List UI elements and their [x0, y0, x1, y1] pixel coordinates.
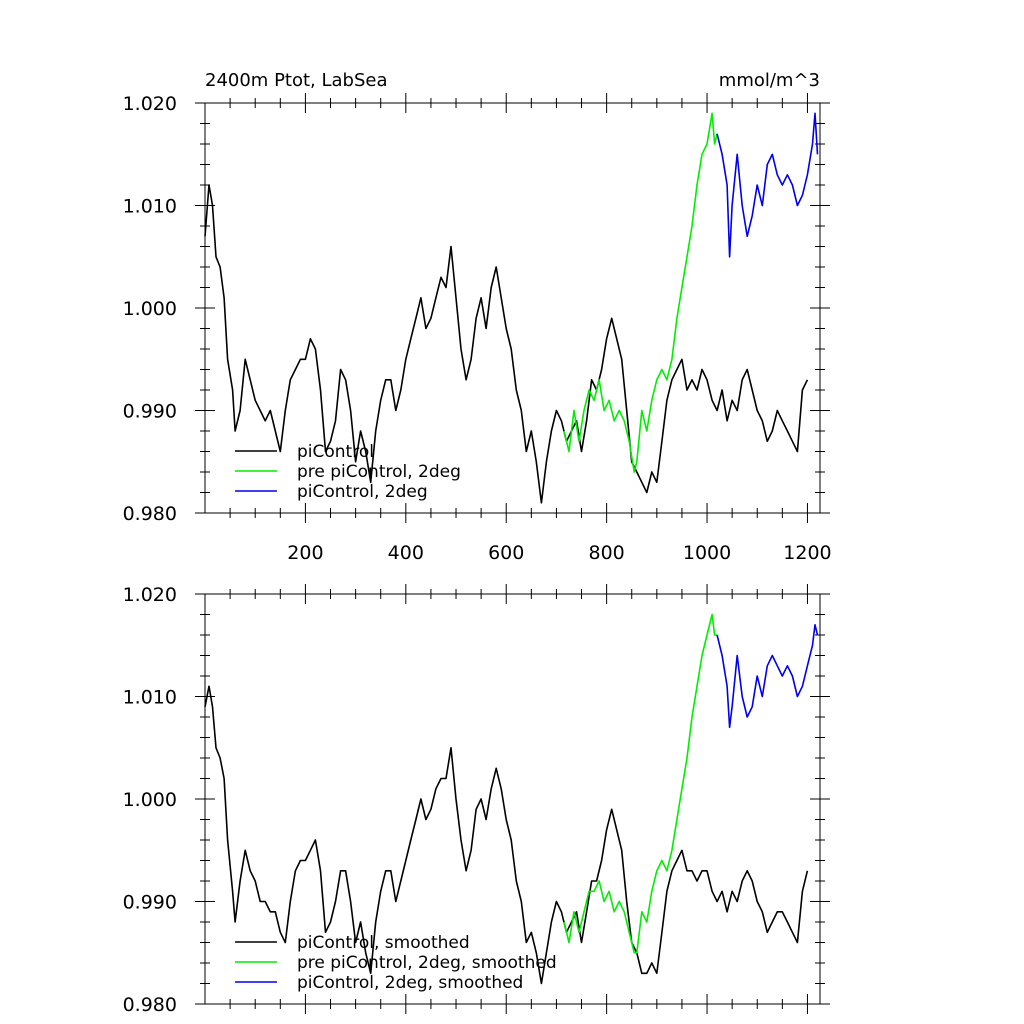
- tick-group: 200 400 600 800 1000 1200 0.980 0.990 1.000 1.010…: [123, 93, 832, 564]
- x-tick-label: 200: [287, 542, 323, 564]
- tick-group: 0.980 0.990 1.000 1.010 1.020: [123, 584, 830, 1016]
- legend-label: pre piControl, 2deg: [297, 462, 461, 482]
- y-tick-label: 0.990: [123, 892, 177, 914]
- series-line: [563, 613, 718, 954]
- bottom-panel: 0.980 0.990 1.000 1.010 1.020 piControl, smo…: [123, 584, 830, 1016]
- y-tick-label: 1.020: [123, 93, 177, 115]
- y-tick-label: 0.980: [123, 994, 177, 1016]
- y-tick-label: 0.990: [123, 401, 177, 423]
- y-tick-label: 1.010: [123, 687, 177, 709]
- series-line: [204, 184, 809, 504]
- top-panel: 2400m Ptot, LabSea mmol/m^3 200 400 600 800…: [123, 70, 832, 564]
- x-tick-label: 1000: [683, 542, 731, 564]
- x-tick-label: 1200: [783, 542, 831, 564]
- legend-label: piControl, 2deg, smoothed: [297, 973, 523, 993]
- series-line: [716, 112, 819, 258]
- x-tick-label: 600: [488, 542, 524, 564]
- series-group: [204, 112, 819, 504]
- series-line: [204, 685, 809, 985]
- x-tick-label: 400: [388, 542, 424, 564]
- y-tick-label: 0.980: [123, 503, 177, 525]
- units-label: mmol/m^3: [719, 70, 820, 91]
- legend-label: piControl, smoothed: [297, 933, 470, 953]
- y-tick-label: 1.010: [123, 196, 177, 218]
- x-tick-label: 800: [588, 542, 624, 564]
- series-line: [563, 112, 718, 473]
- series-line: [716, 624, 819, 729]
- legend-label: piControl: [297, 442, 374, 462]
- y-tick-label: 1.020: [123, 584, 177, 606]
- legend-label: pre piControl, 2deg, smoothed: [297, 953, 557, 973]
- chart-title: 2400m Ptot, LabSea: [205, 70, 388, 91]
- y-tick-label: 1.000: [123, 298, 177, 320]
- y-tick-label: 1.000: [123, 789, 177, 811]
- legend-label: piControl, 2deg: [297, 482, 428, 502]
- series-group: [204, 613, 819, 985]
